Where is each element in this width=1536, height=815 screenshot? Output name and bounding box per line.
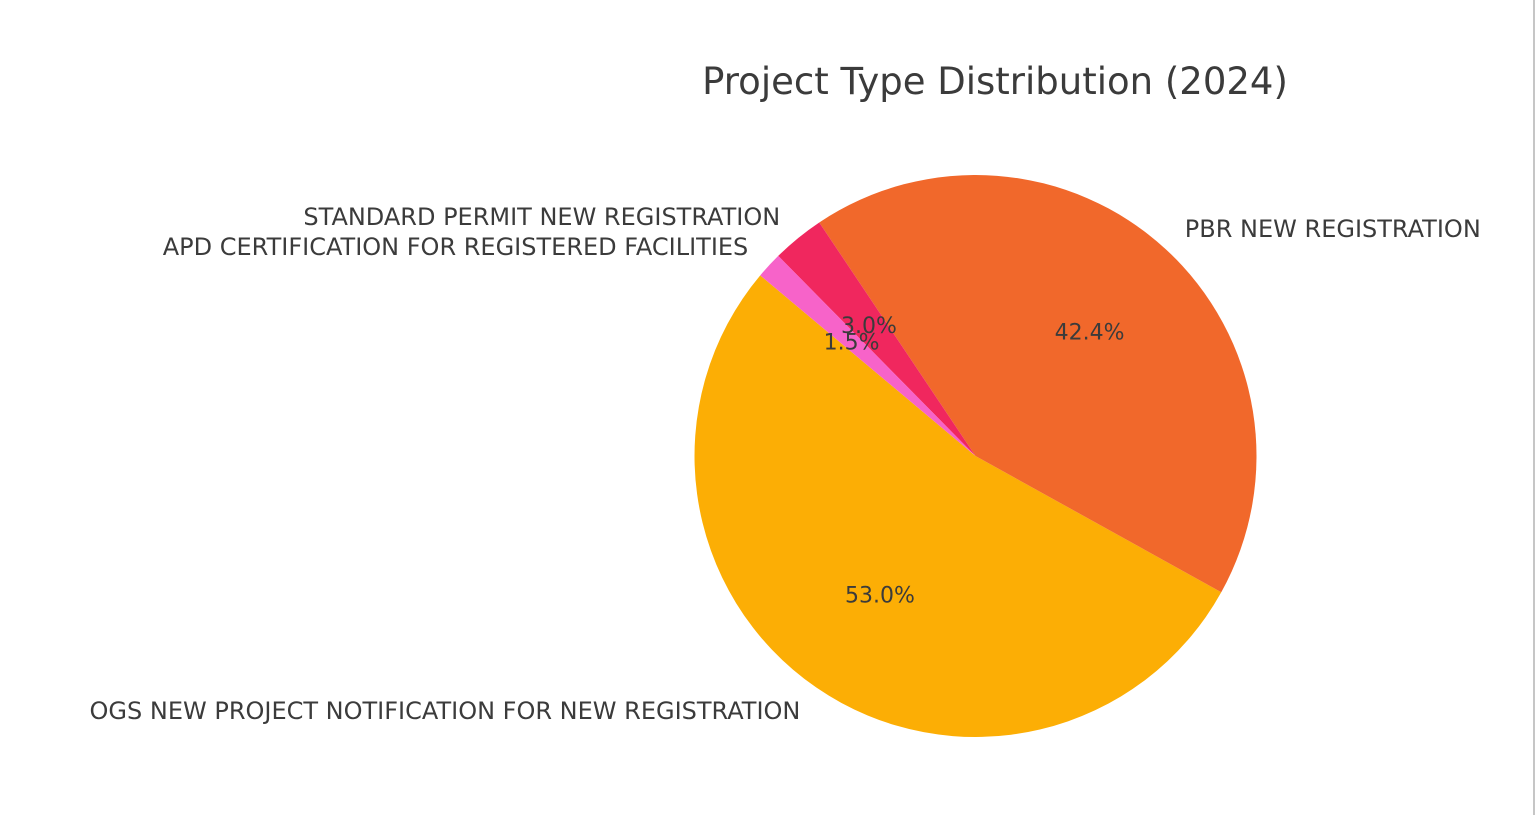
pie-category-label-0: OGS NEW PROJECT NOTIFICATION FOR NEW REG… [90, 697, 801, 725]
pie-category-label-3: APD CERTIFICATION FOR REGISTERED FACILIT… [163, 233, 749, 261]
pie-labels-group: 53.0% OGS NEW PROJECT NOTIFICATION FOR NE… [90, 203, 1481, 725]
pie-category-label-2: STANDARD PERMIT NEW REGISTRATION [303, 203, 780, 231]
pie-category-label-1: PBR NEW REGISTRATION [1185, 215, 1481, 243]
window-right-edge-line [1533, 0, 1535, 815]
pie-wedges-group [694, 175, 1257, 737]
pie-percent-label-1: 42.4% [1055, 321, 1125, 346]
chart-title: Project Type Distribution (2024) [702, 60, 1288, 103]
pie-slice-2 [778, 222, 976, 456]
pie-percent-label-2: 3.0% [841, 314, 897, 339]
pie-slice-3 [760, 255, 976, 456]
pie-slice-1 [819, 175, 1257, 593]
pie-percent-label-3: 1.5% [824, 330, 880, 355]
pie-percent-label-0: 53.0% [845, 584, 915, 609]
pie-slice-0 [694, 275, 1222, 737]
